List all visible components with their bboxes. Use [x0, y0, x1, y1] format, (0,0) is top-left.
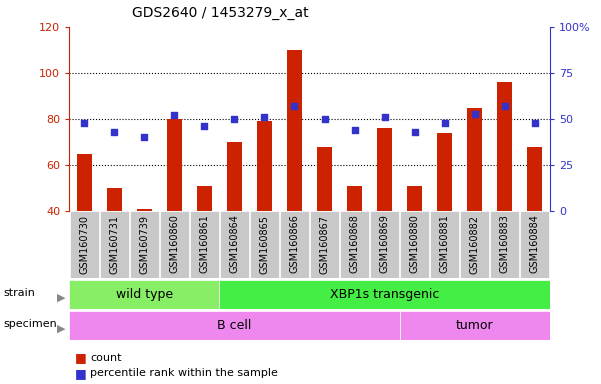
Point: [320, 116, 329, 122]
Bar: [460, 211, 489, 278]
Bar: [407, 186, 422, 211]
Text: GSM160869: GSM160869: [380, 215, 389, 273]
Point: [350, 127, 359, 133]
Bar: [400, 311, 550, 340]
Bar: [257, 121, 272, 211]
Text: count: count: [90, 353, 121, 363]
Bar: [167, 119, 182, 211]
Bar: [70, 211, 99, 278]
Text: GSM160868: GSM160868: [350, 215, 359, 273]
Point: [380, 114, 389, 120]
Bar: [498, 82, 513, 211]
Point: [109, 129, 119, 135]
Bar: [280, 211, 309, 278]
Bar: [310, 211, 339, 278]
Bar: [100, 211, 129, 278]
Text: GSM160866: GSM160866: [290, 215, 299, 273]
Bar: [340, 211, 369, 278]
Point: [500, 103, 510, 109]
Text: B cell: B cell: [217, 319, 252, 332]
Bar: [520, 211, 549, 278]
Bar: [490, 211, 519, 278]
Text: GSM160730: GSM160730: [79, 215, 89, 273]
Point: [470, 111, 480, 117]
Bar: [69, 311, 400, 340]
Point: [410, 129, 419, 135]
Bar: [69, 280, 219, 309]
Text: ■: ■: [75, 351, 87, 364]
Point: [440, 120, 450, 126]
Bar: [197, 186, 212, 211]
Text: GSM160865: GSM160865: [260, 215, 269, 273]
Text: GSM160883: GSM160883: [500, 215, 510, 273]
Bar: [377, 128, 392, 211]
Point: [260, 114, 269, 120]
Text: strain: strain: [3, 288, 35, 298]
Bar: [137, 209, 152, 211]
Text: ▶: ▶: [57, 293, 66, 303]
Bar: [130, 211, 159, 278]
Bar: [528, 147, 543, 211]
Bar: [220, 211, 249, 278]
Text: GSM160739: GSM160739: [139, 215, 149, 273]
Text: ▶: ▶: [57, 323, 66, 334]
Text: GSM160880: GSM160880: [410, 215, 419, 273]
Text: GSM160861: GSM160861: [200, 215, 209, 273]
Point: [79, 120, 89, 126]
Text: percentile rank within the sample: percentile rank within the sample: [90, 368, 278, 378]
Text: wild type: wild type: [115, 288, 173, 301]
Bar: [250, 211, 279, 278]
Bar: [227, 142, 242, 211]
Bar: [468, 108, 482, 211]
Text: GSM160860: GSM160860: [169, 215, 179, 273]
Point: [290, 103, 299, 109]
Text: specimen: specimen: [3, 318, 56, 329]
Point: [230, 116, 239, 122]
Bar: [190, 211, 219, 278]
Text: GDS2640 / 1453279_x_at: GDS2640 / 1453279_x_at: [132, 6, 309, 20]
Bar: [219, 280, 550, 309]
Bar: [370, 211, 399, 278]
Bar: [438, 133, 453, 211]
Bar: [347, 186, 362, 211]
Point: [169, 112, 179, 118]
Text: GSM160882: GSM160882: [470, 215, 480, 273]
Bar: [77, 154, 92, 211]
Point: [139, 134, 149, 141]
Bar: [107, 188, 122, 211]
Bar: [400, 211, 429, 278]
Text: XBP1s transgenic: XBP1s transgenic: [330, 288, 439, 301]
Text: GSM160731: GSM160731: [109, 215, 119, 273]
Text: tumor: tumor: [456, 319, 493, 332]
Text: GSM160881: GSM160881: [440, 215, 450, 273]
Bar: [287, 50, 302, 211]
Text: ■: ■: [75, 367, 87, 380]
Bar: [430, 211, 459, 278]
Point: [200, 123, 209, 129]
Text: GSM160867: GSM160867: [320, 215, 329, 273]
Point: [530, 120, 540, 126]
Text: GSM160864: GSM160864: [230, 215, 239, 273]
Bar: [317, 147, 332, 211]
Bar: [160, 211, 189, 278]
Text: GSM160884: GSM160884: [530, 215, 540, 273]
